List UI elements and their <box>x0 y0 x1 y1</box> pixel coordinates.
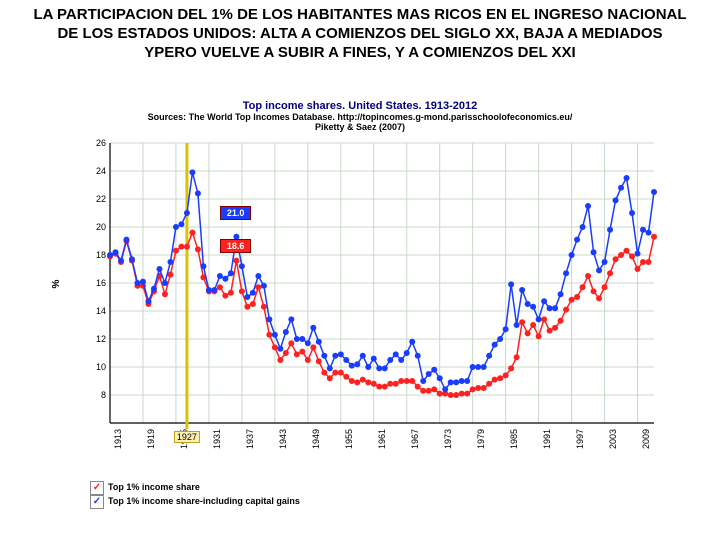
legend-item: ✓ Top 1% income share-including capital g… <box>90 495 680 509</box>
svg-text:20: 20 <box>96 222 106 232</box>
legend-item: ✓ Top 1% income share <box>90 481 680 495</box>
slide: LA PARTICIPACION DEL 1% DE LOS HABITANTE… <box>0 0 720 540</box>
svg-text:22: 22 <box>96 194 106 204</box>
legend: ✓ Top 1% income share ✓ Top 1% income share… <box>90 481 680 509</box>
plot-area: % 8101214161820222426 21.018.6 <box>80 139 660 429</box>
svg-text:14: 14 <box>96 306 106 316</box>
x-tick: 1991 <box>542 429 552 449</box>
x-tick: 1949 <box>311 429 321 449</box>
callout: 18.6 <box>220 239 252 253</box>
legend-swatch: ✓ <box>90 495 104 509</box>
x-tick: 1955 <box>344 429 354 449</box>
svg-text:8: 8 <box>101 390 106 400</box>
svg-text:26: 26 <box>96 139 106 148</box>
x-axis-ticks: 1913191919251931193719431949195519611967… <box>80 429 660 477</box>
svg-text:16: 16 <box>96 278 106 288</box>
chart-subtitle: Sources: The World Top Incomes Database.… <box>40 112 680 133</box>
chart-svg: 8 10 12 14 16 18 20 22 24 26 <box>80 139 660 429</box>
x-tick: 1961 <box>377 429 387 449</box>
svg-text:12: 12 <box>96 334 106 344</box>
x-tick: 2003 <box>608 429 618 449</box>
x-tick: 1973 <box>443 429 453 449</box>
x-tick: 1997 <box>575 429 585 449</box>
legend-swatch: ✓ <box>90 481 104 495</box>
x-tick-highlight: 1927 <box>174 431 200 443</box>
chart: Top income shares. United States. 1913-2… <box>40 100 680 530</box>
svg-text:24: 24 <box>96 166 106 176</box>
x-tick: 1985 <box>509 429 519 449</box>
chart-title: Top income shares. United States. 1913-2… <box>40 100 680 112</box>
x-tick: 1979 <box>476 429 486 449</box>
callout: 21.0 <box>220 206 252 220</box>
x-tick: 1943 <box>278 429 288 449</box>
svg-text:10: 10 <box>96 362 106 372</box>
x-tick: 1913 <box>113 429 123 449</box>
legend-label: Top 1% income share-including capital ga… <box>108 496 300 508</box>
legend-label: Top 1% income share <box>108 482 200 494</box>
x-tick: 1919 <box>146 429 156 449</box>
y-axis-label: % <box>51 279 62 288</box>
x-tick: 1967 <box>410 429 420 449</box>
x-tick: 1931 <box>212 429 222 449</box>
x-tick: 1937 <box>245 429 255 449</box>
x-tick: 2009 <box>641 429 651 449</box>
slide-title: LA PARTICIPACION DEL 1% DE LOS HABITANTE… <box>30 6 690 62</box>
svg-text:18: 18 <box>96 250 106 260</box>
